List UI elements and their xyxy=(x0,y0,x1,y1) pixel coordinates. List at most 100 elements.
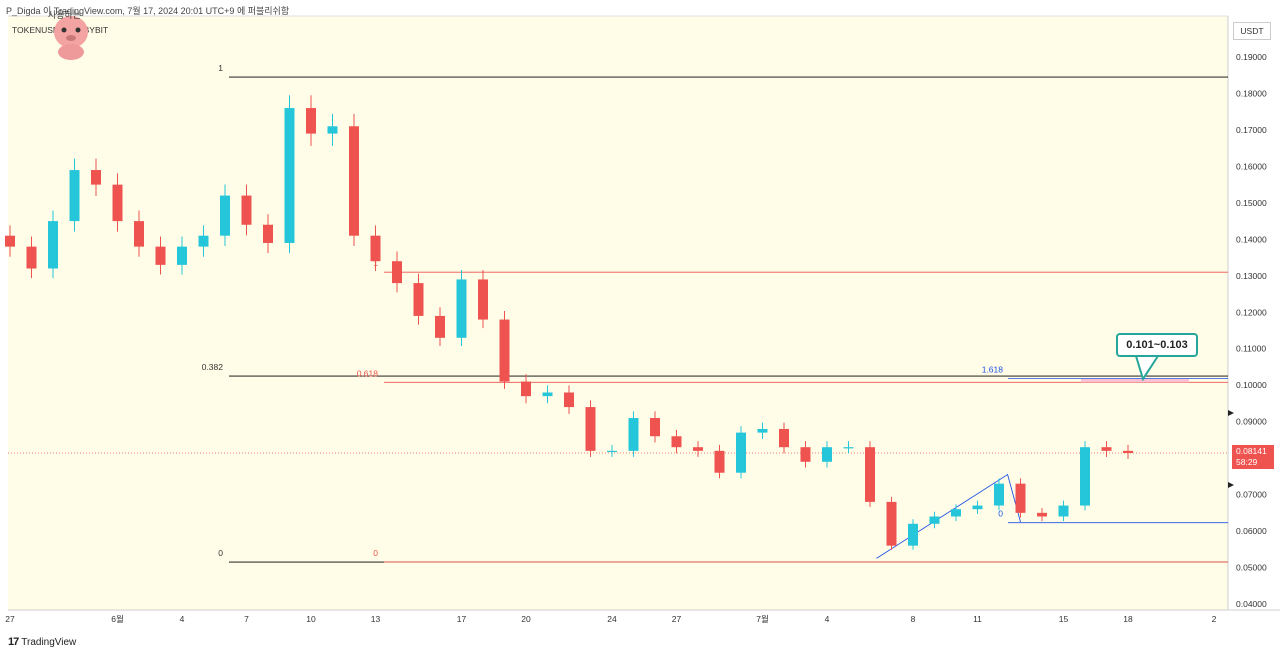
y-tick-label: 0.18000 xyxy=(1236,88,1267,98)
fib-red-label: 0 xyxy=(373,548,378,558)
candle-body xyxy=(994,483,1004,506)
y-tick-label: 0.06000 xyxy=(1236,526,1267,536)
candle-body xyxy=(155,246,166,265)
candle-body xyxy=(1123,450,1133,454)
fib-black-label: 0 xyxy=(218,548,223,558)
x-tick-label: 24 xyxy=(607,614,617,624)
bar-countdown: 58:29 xyxy=(1236,457,1258,467)
candle-body xyxy=(1101,447,1112,451)
candle-body xyxy=(241,195,252,225)
y-tick-label: 0.16000 xyxy=(1236,161,1267,171)
plot-area xyxy=(8,16,1228,610)
target-zone xyxy=(1081,378,1189,383)
y-tick-label: 0.15000 xyxy=(1236,198,1267,208)
y-tick-label: 0.07000 xyxy=(1236,490,1267,500)
fib-black-label: 0.382 xyxy=(202,362,224,372)
candle-body xyxy=(48,221,58,269)
candle-body xyxy=(177,246,187,265)
currency-unit[interactable]: USDT xyxy=(1233,22,1271,40)
fib-blue-label: 1.618 xyxy=(982,365,1004,375)
fib-red-label: 0.618 xyxy=(357,368,379,378)
x-tick-label: 4 xyxy=(180,614,185,624)
candle-body xyxy=(198,235,209,247)
candle-body xyxy=(800,447,811,462)
candle-body xyxy=(1058,505,1069,517)
candle-body xyxy=(26,246,37,269)
y-tick-label: 0.13000 xyxy=(1236,271,1267,281)
mascot-icon xyxy=(54,16,88,60)
candle-body xyxy=(736,432,746,473)
fib-blue-label: 0 xyxy=(998,509,1003,519)
candle-body xyxy=(843,447,854,449)
y-tick-label: 0.04000 xyxy=(1236,599,1267,609)
candle-body xyxy=(779,428,789,448)
y-tick-label: 0.10000 xyxy=(1236,380,1267,390)
candle-body xyxy=(564,392,574,408)
x-tick-label: 17 xyxy=(457,614,467,624)
tradingview-logo[interactable]: 17 TradingView xyxy=(8,636,76,648)
candle-body xyxy=(349,126,359,236)
candle-body xyxy=(886,501,897,546)
candle-body xyxy=(693,447,703,451)
candle-body xyxy=(908,523,918,546)
fib-black-label: 1 xyxy=(218,63,223,73)
y-tick-label: 0.19000 xyxy=(1236,52,1267,62)
avatar xyxy=(50,12,92,60)
candle-body xyxy=(521,381,531,397)
candle-body xyxy=(865,447,875,502)
last-price-tag: 0.08141 58:29 xyxy=(1232,445,1274,469)
candle-body xyxy=(91,170,101,185)
avatar-label: 사용하는 xyxy=(48,10,82,20)
x-tick-label: 13 xyxy=(371,614,381,624)
candle-body xyxy=(69,170,80,222)
last-price-value: 0.08141 xyxy=(1236,446,1267,456)
x-tick-label: 20 xyxy=(521,614,531,624)
candle-body xyxy=(929,516,940,524)
candle-body xyxy=(951,509,961,517)
brand-name: TradingView xyxy=(21,636,77,648)
candle-body xyxy=(972,505,983,510)
candle-body xyxy=(263,224,273,243)
candle-body xyxy=(714,450,725,473)
candle-body xyxy=(822,447,832,462)
axis-marker-icon xyxy=(1228,482,1234,488)
candle-body xyxy=(585,407,596,451)
x-tick-label: 15 xyxy=(1059,614,1069,624)
candle-body xyxy=(306,108,316,134)
x-tick-label: 8 xyxy=(911,614,916,624)
candle-body xyxy=(757,428,768,433)
target-zone-callout[interactable]: 0.101~0.103 xyxy=(1116,333,1198,357)
candle-body xyxy=(478,279,488,320)
candle-body xyxy=(1037,512,1047,517)
x-tick-label: 11 xyxy=(973,614,982,624)
x-tick-label: 6월 xyxy=(111,614,124,624)
candle-body xyxy=(1015,483,1026,513)
candle-body xyxy=(671,436,682,448)
candle-body xyxy=(5,235,15,247)
x-tick-label: 10 xyxy=(306,614,316,624)
candle-body xyxy=(456,279,467,338)
candle-body xyxy=(542,392,553,397)
x-tick-label: 4 xyxy=(825,614,830,624)
axis-marker-icon xyxy=(1228,410,1234,416)
candle-body xyxy=(284,108,295,243)
y-tick-label: 0.14000 xyxy=(1236,234,1267,244)
candle-body xyxy=(435,315,445,338)
x-tick-label: 27 xyxy=(5,614,15,624)
candle-body xyxy=(650,418,660,437)
candle-body xyxy=(370,235,381,262)
tradingview-mark-icon: 17 xyxy=(8,636,19,648)
candle-body xyxy=(134,221,144,247)
y-tick-label: 0.05000 xyxy=(1236,563,1267,573)
x-tick-label: 18 xyxy=(1123,614,1133,624)
price-axis-area xyxy=(1228,16,1280,610)
y-tick-label: 0.12000 xyxy=(1236,307,1267,317)
y-tick-label: 0.11000 xyxy=(1236,344,1266,354)
candle-body xyxy=(327,126,338,134)
x-tick-label: 7 xyxy=(244,614,249,624)
x-tick-label: 7월 xyxy=(756,614,769,624)
callout-pointer xyxy=(1135,355,1159,382)
candle-body xyxy=(112,184,123,222)
y-tick-label: 0.17000 xyxy=(1236,125,1267,135)
